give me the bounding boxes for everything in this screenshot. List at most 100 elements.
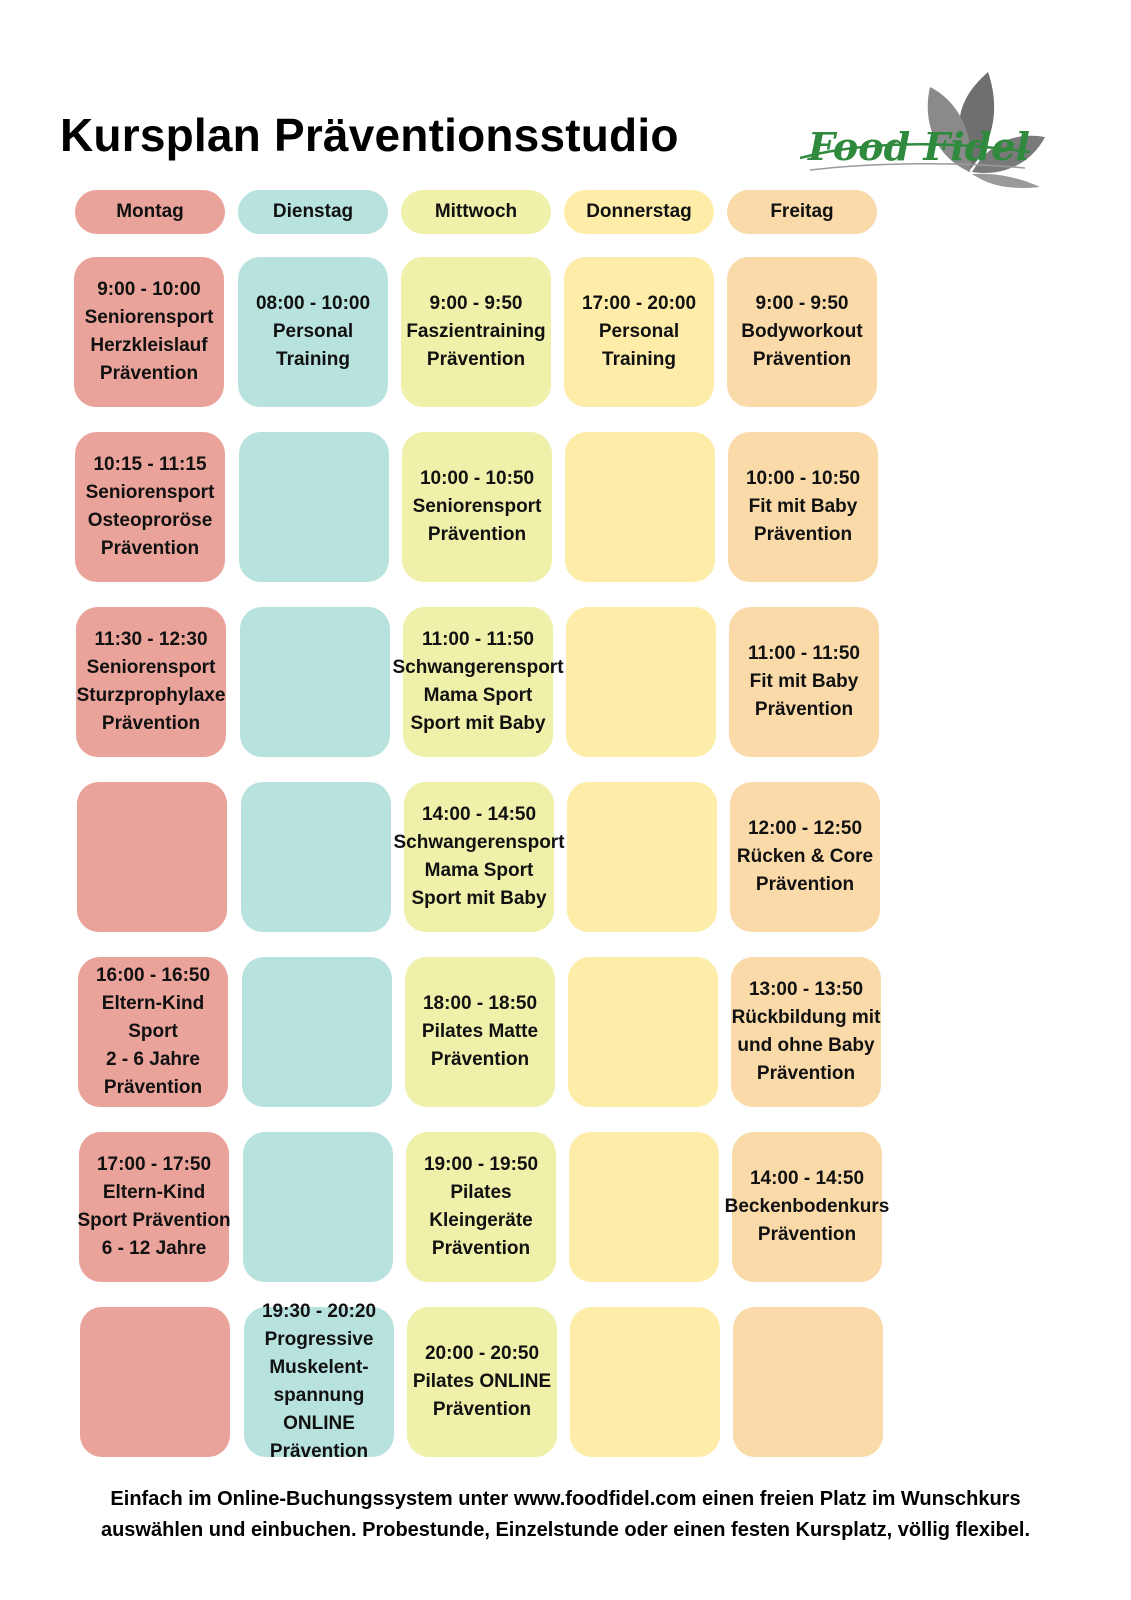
course-text: 12:00 - 12:50 Rücken & Core Prävention (737, 815, 873, 899)
day-header-freitag: Freitag (727, 190, 877, 234)
course-text: 14:00 - 14:50 Beckenbodenkurs Prävention (725, 1165, 890, 1249)
course-line: Prävention (756, 1063, 856, 1084)
course-text: 10:00 - 10:50 Fit mit Baby Prävention (746, 465, 860, 549)
course-line: Eltern-Kind (102, 1182, 206, 1203)
course-line: Seniorensport (86, 657, 216, 678)
course-text: 11:00 - 11:50 Schwangerensport Mama Sport S… (392, 626, 563, 738)
course-line: Pilates (450, 1182, 512, 1203)
course-line: Progressive (264, 1329, 374, 1350)
course-cell-montag-1: 9:00 - 10:00 Seniorensport Herzkleislauf Pr… (74, 257, 224, 407)
course-cell-freitag-2: 10:00 - 10:50 Fit mit Baby Prävention (728, 432, 878, 582)
course-time: 9:00 - 9:50 (429, 293, 523, 314)
footer-line-1: Einfach im Online-Buchungssystem unter w… (110, 1488, 1021, 1510)
day-header-donnerstag: Donnerstag (564, 190, 714, 234)
course-line: Beckenbodenkurs (724, 1196, 890, 1217)
course-text: 14:00 - 14:50 Schwangerensport Mama Sport S… (393, 801, 564, 913)
course-cell-donnerstag-4 (567, 782, 717, 932)
course-cell-dienstag-5 (242, 957, 392, 1107)
course-cell-freitag-6: 14:00 - 14:50 Beckenbodenkurs Prävention (725, 1132, 889, 1282)
course-line: Prävention (752, 349, 852, 370)
course-line: Prävention (100, 538, 200, 559)
course-cell-mittwoch-3: 11:00 - 11:50 Schwangerensport Mama Sport S… (392, 607, 564, 757)
course-line: Osteoproröse (87, 510, 213, 531)
footer-line-2: auswählen und einbuchen. Probestunde, Ei… (100, 1519, 1031, 1541)
course-cell-dienstag-2 (239, 432, 389, 582)
course-time: 11:00 - 11:50 (422, 629, 534, 650)
course-line: Mama Sport (423, 685, 533, 706)
course-line: Prävention (755, 874, 855, 895)
course-cell-mittwoch-6: 19:00 - 19:50 Pilates Kleingeräte Präventio… (406, 1132, 556, 1282)
course-line: Fit mit Baby (748, 496, 858, 517)
course-text: 08:00 - 10:00 Personal Training (256, 290, 370, 374)
course-cell-freitag-3: 11:00 - 11:50 Fit mit Baby Prävention (729, 607, 879, 757)
course-text: 9:00 - 9:50 Bodyworkout Prävention (741, 290, 862, 374)
course-text: 10:00 - 10:50 Seniorensport Prävention (413, 465, 542, 549)
course-line: Faszientraining (406, 321, 546, 342)
course-line: Prävention (431, 1238, 531, 1259)
foodfidel-logo: Food Fidel (799, 62, 1050, 192)
course-cell-dienstag-4 (241, 782, 391, 932)
course-line: Kleingeräte (429, 1210, 533, 1231)
course-time: 9:00 - 9:50 (755, 293, 849, 314)
course-cell-mittwoch-4: 14:00 - 14:50 Schwangerensport Mama Sport S… (393, 782, 565, 932)
course-line: spannung (273, 1385, 365, 1406)
leaf-icon: Food Fidel (799, 72, 1045, 188)
course-line: Personal (598, 321, 680, 342)
course-text: 20:00 - 20:50 Pilates ONLINE Prävention (413, 1340, 551, 1424)
course-cell-donnerstag-5 (568, 957, 718, 1107)
day-header-montag: Montag (75, 190, 225, 234)
course-time: 18:00 - 18:50 (422, 993, 538, 1014)
course-cell-donnerstag-1: 17:00 - 20:00 Personal Training (564, 257, 714, 407)
course-cell-montag-4 (77, 782, 227, 932)
course-line: Training (276, 349, 350, 370)
course-line: Sport (128, 1021, 178, 1042)
course-time: 17:00 - 20:00 (581, 293, 697, 314)
course-line: Sport mit Baby (410, 713, 546, 734)
course-time: 14:00 - 14:50 (421, 804, 537, 825)
course-cell-dienstag-7: 19:30 - 20:20 Progressive Muskelent-spannu… (244, 1301, 394, 1462)
course-text: 9:00 - 9:50 Faszientraining Prävention (406, 290, 545, 374)
course-cell-mittwoch-5: 18:00 - 18:50 Pilates Matte Prävention (405, 957, 555, 1107)
course-line: Mama Sport (424, 860, 534, 881)
course-time: 08:00 - 10:00 (255, 293, 371, 314)
page-title: Kursplan Präventionsstudio (60, 109, 679, 161)
course-cell-mittwoch-7: 20:00 - 20:50 Pilates ONLINE Prävention (407, 1307, 557, 1457)
course-line: Sport mit Baby (411, 888, 547, 909)
course-time: 17:00 - 17:50 (96, 1154, 212, 1175)
course-text: 9:00 - 10:00 Seniorensport Herzkleislauf Pr… (85, 276, 214, 388)
course-time: 10:00 - 10:50 (745, 468, 861, 489)
course-time: 11:00 - 11:50 (748, 643, 860, 664)
course-cell-freitag-1: 9:00 - 9:50 Bodyworkout Prävention (727, 257, 877, 407)
course-time: 14:00 - 14:50 (749, 1168, 865, 1189)
day-header-mittwoch: Mittwoch (401, 190, 551, 234)
course-text: 19:00 - 19:50 Pilates Kleingeräte Präventio… (424, 1151, 538, 1263)
course-time: 19:00 - 19:50 (423, 1154, 539, 1175)
course-time: 10:15 - 11:15 (93, 454, 207, 475)
course-text: 11:30 - 12:30 Seniorensport Sturzprophylax… (77, 626, 226, 738)
course-cell-montag-7 (80, 1307, 230, 1457)
course-line: Rücken & Core (736, 846, 874, 867)
course-line: Prävention (101, 713, 201, 734)
course-line: Herzkleislauf (90, 335, 208, 356)
course-cell-dienstag-6 (243, 1132, 393, 1282)
course-line: Sturzprophylaxe (76, 685, 226, 706)
course-time: 12:00 - 12:50 (747, 818, 863, 839)
day-header-dienstag: Dienstag (238, 190, 388, 234)
course-text: 18:00 - 18:50 Pilates Matte Prävention (422, 990, 538, 1074)
course-cell-montag-3: 11:30 - 12:30 Seniorensport Sturzprophylax… (76, 607, 226, 757)
course-line: Personal (272, 321, 354, 342)
course-line: Bodyworkout (741, 321, 863, 342)
svg-text:Food Fidel: Food Fidel (807, 124, 1030, 169)
course-cell-dienstag-1: 08:00 - 10:00 Personal Training (238, 257, 388, 407)
course-line: Prävention (753, 524, 853, 545)
course-text: 19:30 - 20:20 Progressive Muskelent-spannu… (262, 1298, 376, 1466)
course-line: Prävention (99, 363, 199, 384)
course-line: Prävention (757, 1224, 857, 1245)
course-line: und ohne Baby (737, 1035, 875, 1056)
course-text: 16:00 - 16:50 Eltern-Kind Sport 2 - 6 Jahre… (96, 962, 210, 1102)
course-cell-montag-6: 17:00 - 17:50 Eltern-Kind Sport Prävention… (77, 1132, 231, 1282)
course-line: Prävention (426, 349, 526, 370)
course-cell-freitag-4: 12:00 - 12:50 Rücken & Core Prävention (730, 782, 880, 932)
course-cell-donnerstag-3 (566, 607, 716, 757)
footer-note: Einfach im Online-Buchungssystem unter w… (0, 1484, 1131, 1546)
